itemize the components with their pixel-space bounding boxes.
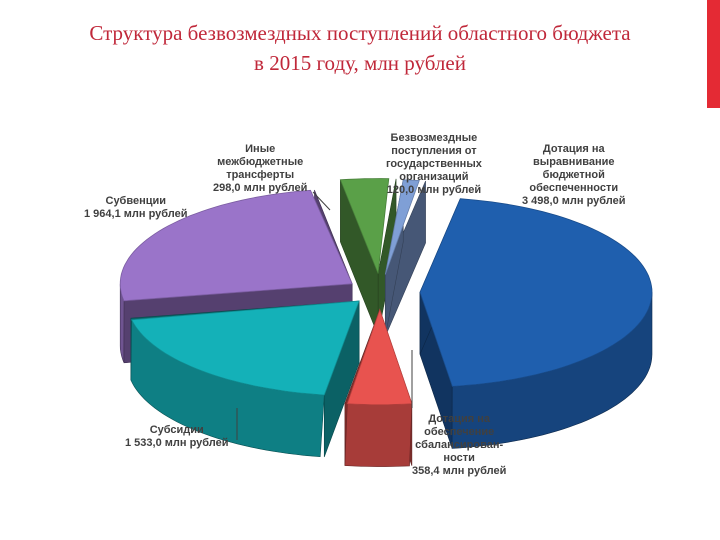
slice-wall — [344, 403, 413, 467]
accent-bar — [707, 0, 720, 108]
label-subvencii: Субвенции 1 964,1 млн рублей — [84, 195, 188, 220]
pie-slice-subsidii — [130, 300, 360, 458]
label-dotaciya-vyravnivanie: Дотация на выравнивание бюджетной обеспе… — [522, 143, 626, 207]
slice-top — [339, 178, 390, 274]
pie-slice-dotaciya-balans — [344, 308, 413, 467]
pie-slice-inye-transferty — [339, 178, 397, 336]
slice-top — [130, 300, 360, 396]
chart-title: Структура безвозмездных поступлений обла… — [0, 18, 720, 78]
slice-top — [119, 189, 353, 302]
label-inye-transferty: Иные межбюджетные трансферты 298,0 млн р… — [213, 143, 308, 194]
slice-top — [384, 179, 420, 275]
title-line-2: в 2015 году, млн рублей — [254, 51, 466, 75]
pie-slice-dotaciya-vyravnivanie — [419, 198, 653, 449]
slice-top — [419, 198, 653, 387]
label-subsidii: Субсидии 1 533,0 млн рублей — [125, 424, 229, 449]
title-line-1: Структура безвозмездных поступлений обла… — [89, 21, 631, 45]
pie-slice-gos-organizacii — [384, 179, 426, 337]
slice-top — [346, 308, 413, 405]
leader-line-3 — [312, 191, 331, 211]
label-dotaciya-balans: Дотация на обеспечение сбалансирован- но… — [412, 413, 507, 477]
label-gos-organizacii: Безвозмездные поступления от государстве… — [386, 132, 482, 196]
